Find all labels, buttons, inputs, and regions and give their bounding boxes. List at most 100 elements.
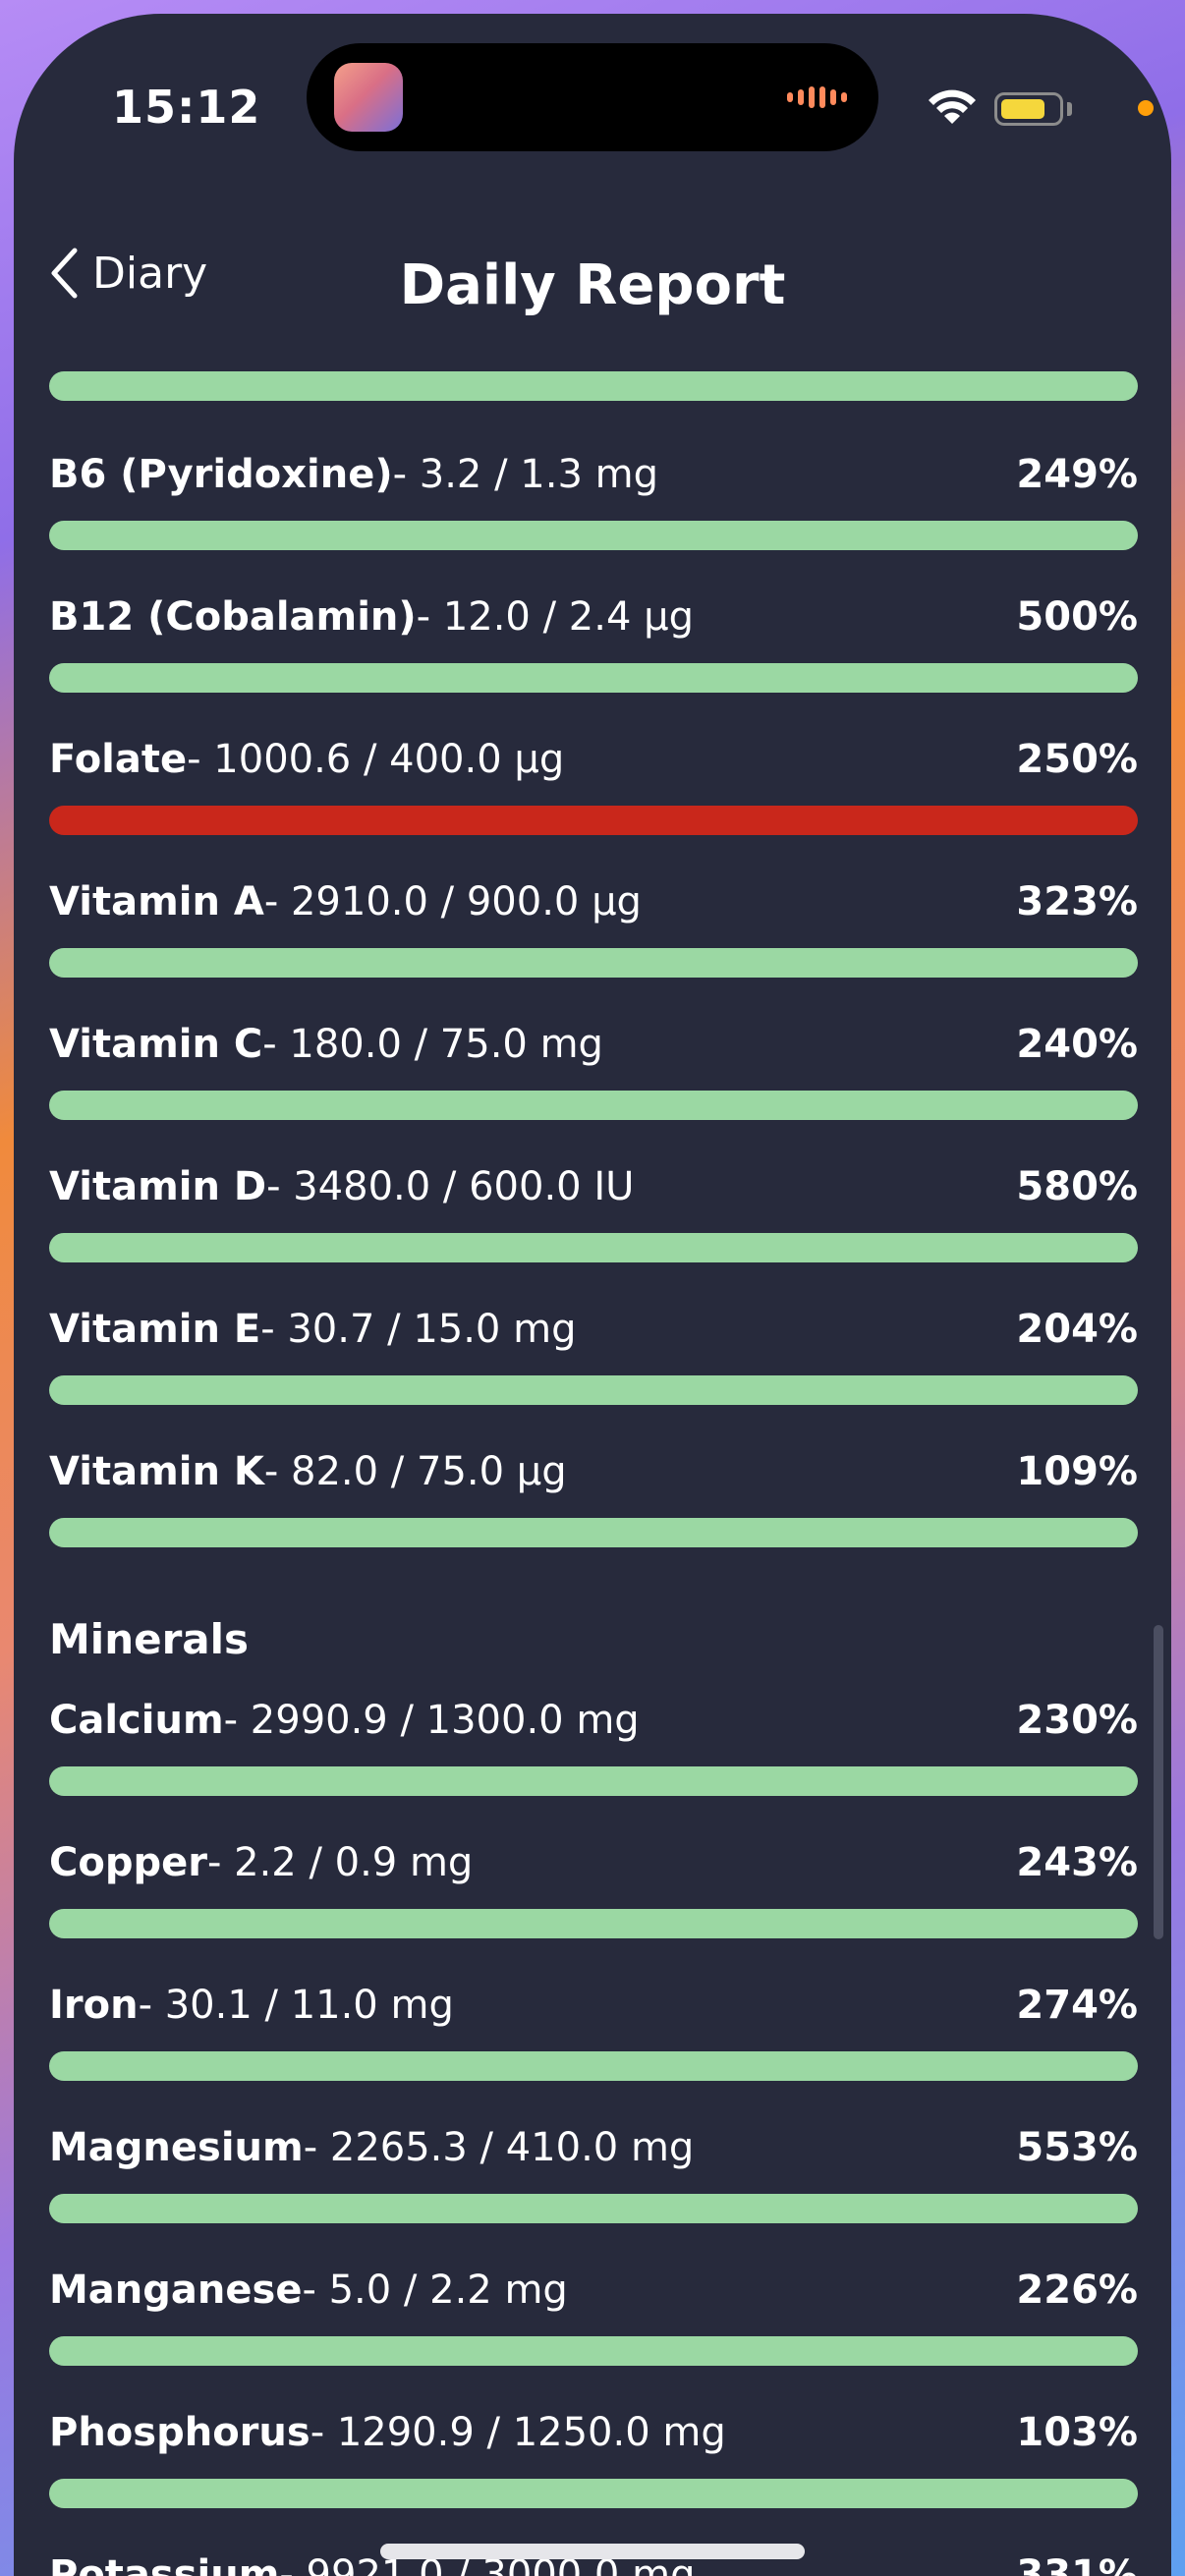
nutrient-name: Vitamin C bbox=[49, 1022, 263, 1067]
scrollbar[interactable] bbox=[1154, 1625, 1163, 1939]
nutrient-row: Vitamin E- 30.7 / 15.0 mg 204% bbox=[49, 1307, 1138, 1405]
nutrient-name: Phosphorus bbox=[49, 2410, 310, 2455]
progress-bar bbox=[49, 1766, 1138, 1796]
progress-bar bbox=[49, 663, 1138, 693]
nutrient-amount: - 2265.3 / 410.0 mg bbox=[303, 2125, 695, 2170]
nutrient-row: Magnesium- 2265.3 / 410.0 mg 553% bbox=[49, 2125, 1138, 2223]
nutrient-row-header: Vitamin A- 2910.0 / 900.0 µg 323% bbox=[49, 879, 1138, 934]
progress-bar bbox=[49, 2479, 1138, 2508]
nutrient-name: Vitamin K bbox=[49, 1449, 264, 1494]
progress-bar bbox=[49, 521, 1138, 550]
status-time: 15:12 bbox=[112, 81, 261, 134]
nutrient-name: Vitamin E bbox=[49, 1307, 261, 1352]
nutrient-name: B12 (Cobalamin) bbox=[49, 594, 417, 640]
nutrient-percent: 240% bbox=[1016, 1022, 1138, 1067]
chevron-left-icon bbox=[51, 248, 78, 299]
progress-bar bbox=[49, 1909, 1138, 1938]
nutrient-name: Vitamin A bbox=[49, 879, 264, 924]
nutrient-percent: 243% bbox=[1016, 1840, 1138, 1885]
status-bar: 15:12 bbox=[14, 14, 1171, 161]
back-button[interactable]: Diary bbox=[49, 248, 207, 299]
nutrient-name: Magnesium bbox=[49, 2125, 304, 2170]
nutrient-name: Iron bbox=[49, 1983, 139, 2028]
nutrient-row-header: Iron- 30.1 / 11.0 mg 274% bbox=[49, 1983, 1138, 2038]
nutrient-row-header: Vitamin K- 82.0 / 75.0 µg 109% bbox=[49, 1449, 1138, 1504]
nutrient-row: Folate- 1000.6 / 400.0 µg 250% bbox=[49, 737, 1138, 835]
nutrient-row: Vitamin C- 180.0 / 75.0 mg 240% bbox=[49, 1022, 1138, 1120]
nutrient-name: Potassium bbox=[49, 2552, 280, 2576]
nutrient-percent: 250% bbox=[1016, 737, 1138, 782]
nutrient-row-header: Magnesium- 2265.3 / 410.0 mg 553% bbox=[49, 2125, 1138, 2180]
nutrient-row: Iron- 30.1 / 11.0 mg 274% bbox=[49, 1983, 1138, 2081]
nutrient-row-header: Phosphorus- 1290.9 / 1250.0 mg 103% bbox=[49, 2410, 1138, 2465]
nutrient-row-header: Folate- 1000.6 / 400.0 µg 250% bbox=[49, 737, 1138, 792]
now-playing-artwork-icon bbox=[334, 63, 403, 132]
nutrient-percent: 331% bbox=[1016, 2552, 1138, 2576]
nutrient-amount: - 12.0 / 2.4 µg bbox=[416, 594, 694, 640]
nutrient-percent: 323% bbox=[1016, 879, 1138, 924]
dynamic-island[interactable] bbox=[307, 43, 878, 151]
nutrient-percent: 204% bbox=[1016, 1307, 1138, 1352]
progress-bar bbox=[49, 806, 1138, 835]
nutrient-amount: - 30.7 / 15.0 mg bbox=[260, 1307, 577, 1352]
nutrient-amount: - 180.0 / 75.0 mg bbox=[262, 1022, 603, 1067]
nutrient-name: Calcium bbox=[49, 1698, 224, 1743]
nutrient-amount: - 82.0 / 75.0 µg bbox=[263, 1449, 567, 1494]
nutrient-row: B12 (Cobalamin)- 12.0 / 2.4 µg 500% bbox=[49, 594, 1138, 693]
nutrient-row-header: B6 (Pyridoxine)- 3.2 / 1.3 mg 249% bbox=[49, 452, 1138, 507]
nutrient-name: Copper bbox=[49, 1840, 207, 1885]
nutrient-amount: - 1000.6 / 400.0 µg bbox=[187, 737, 565, 782]
page-title: Daily Report bbox=[399, 253, 786, 317]
progress-bar bbox=[49, 2336, 1138, 2366]
nutrient-row-header: Vitamin C- 180.0 / 75.0 mg 240% bbox=[49, 1022, 1138, 1077]
nutrient-row-header: Manganese- 5.0 / 2.2 mg 226% bbox=[49, 2268, 1138, 2323]
nutrient-row-header: Calcium- 2990.9 / 1300.0 mg 230% bbox=[49, 1698, 1138, 1753]
back-button-label: Diary bbox=[92, 248, 208, 299]
navigation-bar: Diary Daily Report bbox=[14, 220, 1171, 348]
progress-bar bbox=[49, 1518, 1138, 1547]
nutrient-percent: 249% bbox=[1016, 452, 1138, 497]
nutrient-percent: 103% bbox=[1016, 2410, 1138, 2455]
report-scroll-view[interactable]: B6 (Pyridoxine)- 3.2 / 1.3 mg 249% B12 (Co… bbox=[14, 348, 1171, 2576]
nutrient-percent: 274% bbox=[1016, 1983, 1138, 2028]
nutrient-percent: 226% bbox=[1016, 2268, 1138, 2313]
privacy-indicator-dot bbox=[1138, 100, 1154, 116]
app-screen: 15:12 Diary Daily Report B6 bbox=[14, 14, 1171, 2576]
minerals-heading: Minerals bbox=[49, 1615, 250, 1663]
nutrient-percent: 553% bbox=[1016, 2125, 1138, 2170]
progress-bar bbox=[49, 948, 1138, 978]
nutrient-row-header: B12 (Cobalamin)- 12.0 / 2.4 µg 500% bbox=[49, 594, 1138, 649]
nutrient-percent: 109% bbox=[1016, 1449, 1138, 1494]
nutrient-name: Manganese bbox=[49, 2268, 303, 2313]
nutrient-row: Manganese- 5.0 / 2.2 mg 226% bbox=[49, 2268, 1138, 2366]
progress-bar bbox=[49, 1091, 1138, 1120]
nutrient-amount: - 2990.9 / 1300.0 mg bbox=[223, 1698, 640, 1743]
progress-bar bbox=[49, 2051, 1138, 2081]
home-indicator[interactable] bbox=[380, 2544, 805, 2559]
nutrient-row: Copper- 2.2 / 0.9 mg 243% bbox=[49, 1840, 1138, 1938]
battery-cap bbox=[1067, 102, 1072, 116]
nutrient-row: Calcium- 2990.9 / 1300.0 mg 230% bbox=[49, 1698, 1138, 1796]
nutrient-name: Vitamin D bbox=[49, 1164, 267, 1209]
nutrient-amount: - 3.2 / 1.3 mg bbox=[392, 452, 658, 497]
progress-bar bbox=[49, 1375, 1138, 1405]
nutrient-percent: 580% bbox=[1016, 1164, 1138, 1209]
nutrient-name: B6 (Pyridoxine) bbox=[49, 452, 393, 497]
nutrient-amount: - 3480.0 / 600.0 IU bbox=[266, 1164, 635, 1209]
progress-bar bbox=[49, 1233, 1138, 1262]
nutrient-row: Vitamin K- 82.0 / 75.0 µg 109% bbox=[49, 1449, 1138, 1547]
nutrient-percent: 500% bbox=[1016, 594, 1138, 640]
nutrient-row: B6 (Pyridoxine)- 3.2 / 1.3 mg 249% bbox=[49, 452, 1138, 550]
nutrient-row-header: Vitamin D- 3480.0 / 600.0 IU 580% bbox=[49, 1164, 1138, 1219]
nutrient-percent: 230% bbox=[1016, 1698, 1138, 1743]
nutrient-row-header: Copper- 2.2 / 0.9 mg 243% bbox=[49, 1840, 1138, 1895]
wifi-icon bbox=[929, 89, 976, 124]
progress-bar bbox=[49, 371, 1138, 401]
battery-icon bbox=[994, 92, 1063, 126]
nutrient-row: Vitamin D- 3480.0 / 600.0 IU 580% bbox=[49, 1164, 1138, 1262]
nutrient-amount: - 2910.0 / 900.0 µg bbox=[263, 879, 642, 924]
nutrient-name: Folate bbox=[49, 737, 188, 782]
audio-waveform-icon bbox=[787, 86, 847, 108]
nutrient-row-header: Vitamin E- 30.7 / 15.0 mg 204% bbox=[49, 1307, 1138, 1362]
nutrient-row: Phosphorus- 1290.9 / 1250.0 mg 103% bbox=[49, 2410, 1138, 2508]
